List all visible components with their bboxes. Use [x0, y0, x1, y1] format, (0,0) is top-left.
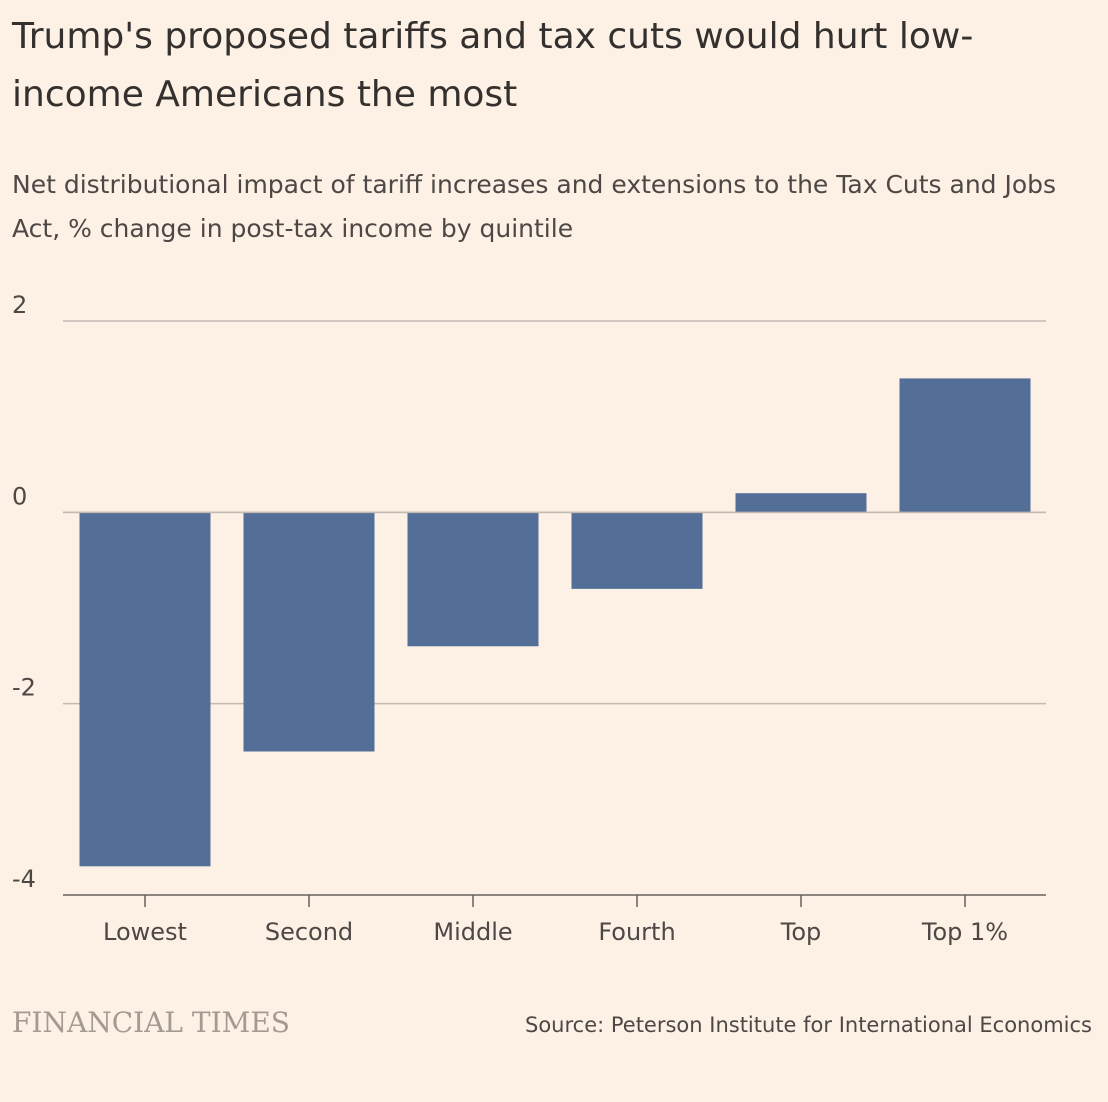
y-tick-label: 2 [12, 291, 27, 319]
bar-top-1- [899, 378, 1031, 513]
x-tick-label: Top [780, 918, 822, 946]
bar-lowest [79, 512, 211, 867]
chart-subtitle: Net distributional impact of tariff incr… [12, 170, 1057, 243]
bar-second [243, 512, 375, 752]
x-tick-label: Second [265, 918, 353, 946]
x-tick-label: Lowest [103, 918, 187, 946]
source-note: Source: Peterson Institute for Internati… [524, 1013, 1092, 1037]
bars [79, 378, 1031, 867]
x-tick-label: Middle [433, 918, 512, 946]
y-tick-label: -4 [12, 865, 36, 893]
x-tick-label: Top 1% [921, 918, 1008, 946]
bar-fourth [571, 512, 703, 589]
y-axis-tick-labels: 2 0 -2 -4 [12, 291, 36, 893]
bar-top [735, 493, 867, 513]
bar-middle [407, 512, 539, 647]
chart-title: Trump's proposed tariffs and tax cuts wo… [12, 16, 974, 115]
x-tick-label: Fourth [598, 918, 675, 946]
financial-times-logo: FINANCIAL TIMES [12, 1006, 290, 1039]
y-tick-label: 0 [12, 482, 27, 510]
y-tick-label: -2 [12, 674, 36, 702]
x-axis: Lowest Second Middle Fourth Top Top 1% [63, 894, 1046, 946]
